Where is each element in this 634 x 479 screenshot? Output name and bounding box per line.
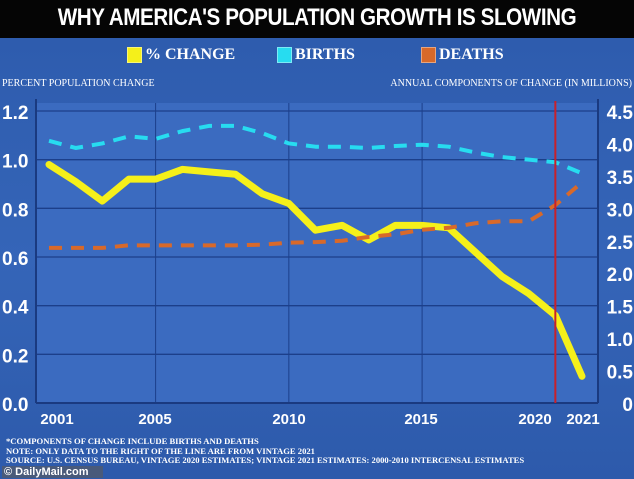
title-bar: WHY AMERICA'S POPULATION GROWTH IS SLOWI…: [0, 0, 634, 38]
legend-swatch-orange: [421, 47, 436, 63]
left-tick-label: 0.2: [2, 346, 28, 367]
plot-area: [36, 103, 598, 403]
left-tick-label: 0.6: [2, 249, 28, 270]
footnote-components: *COMPONENTS OF CHANGE INCLUDE BIRTHS AND…: [6, 436, 259, 446]
footnote-source: SOURCE: U.S. CENSUS BUREAU, VINTAGE 2020…: [6, 455, 525, 466]
legend-label: BIRTHS: [295, 46, 355, 63]
right-tick-label: 0: [622, 395, 633, 416]
footnote-vintage: NOTE: ONLY DATA TO THE RIGHT OF THE LINE…: [6, 445, 315, 456]
x-tick-label: 2010: [272, 411, 305, 428]
right-tick-label: 0.5: [607, 363, 634, 384]
right-tick-label: 2.5: [607, 233, 634, 254]
footnotes: *COMPONENTS OF CHANGE INCLUDE BIRTHS AND…: [6, 436, 525, 466]
right-tick-label: 3.5: [607, 168, 634, 189]
legend-item-deaths: DEATHS: [421, 46, 504, 64]
x-tick-label: 2020: [518, 411, 551, 428]
left-tick-label: 0.8: [2, 200, 28, 221]
right-tick-label: 1.5: [607, 298, 634, 319]
legend-label: % CHANGE: [145, 46, 236, 63]
left-tick-label: 1.2: [2, 103, 28, 124]
legend-label: DEATHS: [439, 46, 504, 63]
legend-item-births: BIRTHS: [277, 46, 355, 64]
right-tick-label: 1.0: [607, 330, 633, 351]
left-tick-label: 1.0: [2, 152, 28, 173]
x-tick-label: 2021: [566, 411, 599, 428]
legend-item-percent-change: % CHANGE: [127, 46, 235, 64]
x-tick-label: 2001: [40, 411, 73, 428]
right-tick-label: 4.0: [607, 135, 633, 156]
x-tick-label: 2015: [404, 411, 437, 428]
legend-swatch-yellow: [127, 47, 142, 63]
left-tick-label: 0.4: [2, 298, 29, 319]
x-tick-label: 2005: [138, 411, 171, 428]
legend-swatch-cyan: [277, 47, 292, 63]
left-tick-label: 0.0: [2, 395, 28, 416]
right-tick-label: 4.5: [607, 103, 634, 124]
right-tick-label: 2.0: [607, 265, 633, 286]
chart-title: WHY AMERICA'S POPULATION GROWTH IS SLOWI…: [57, 4, 577, 31]
dailymail-credit: © DailyMail.com: [2, 466, 103, 478]
left-axis-title: PERCENT POPULATION CHANGE: [2, 78, 155, 89]
right-axis-title: ANNUAL COMPONENTS OF CHANGE (IN MILLIONS…: [390, 78, 632, 89]
right-tick-label: 3.0: [607, 200, 633, 221]
